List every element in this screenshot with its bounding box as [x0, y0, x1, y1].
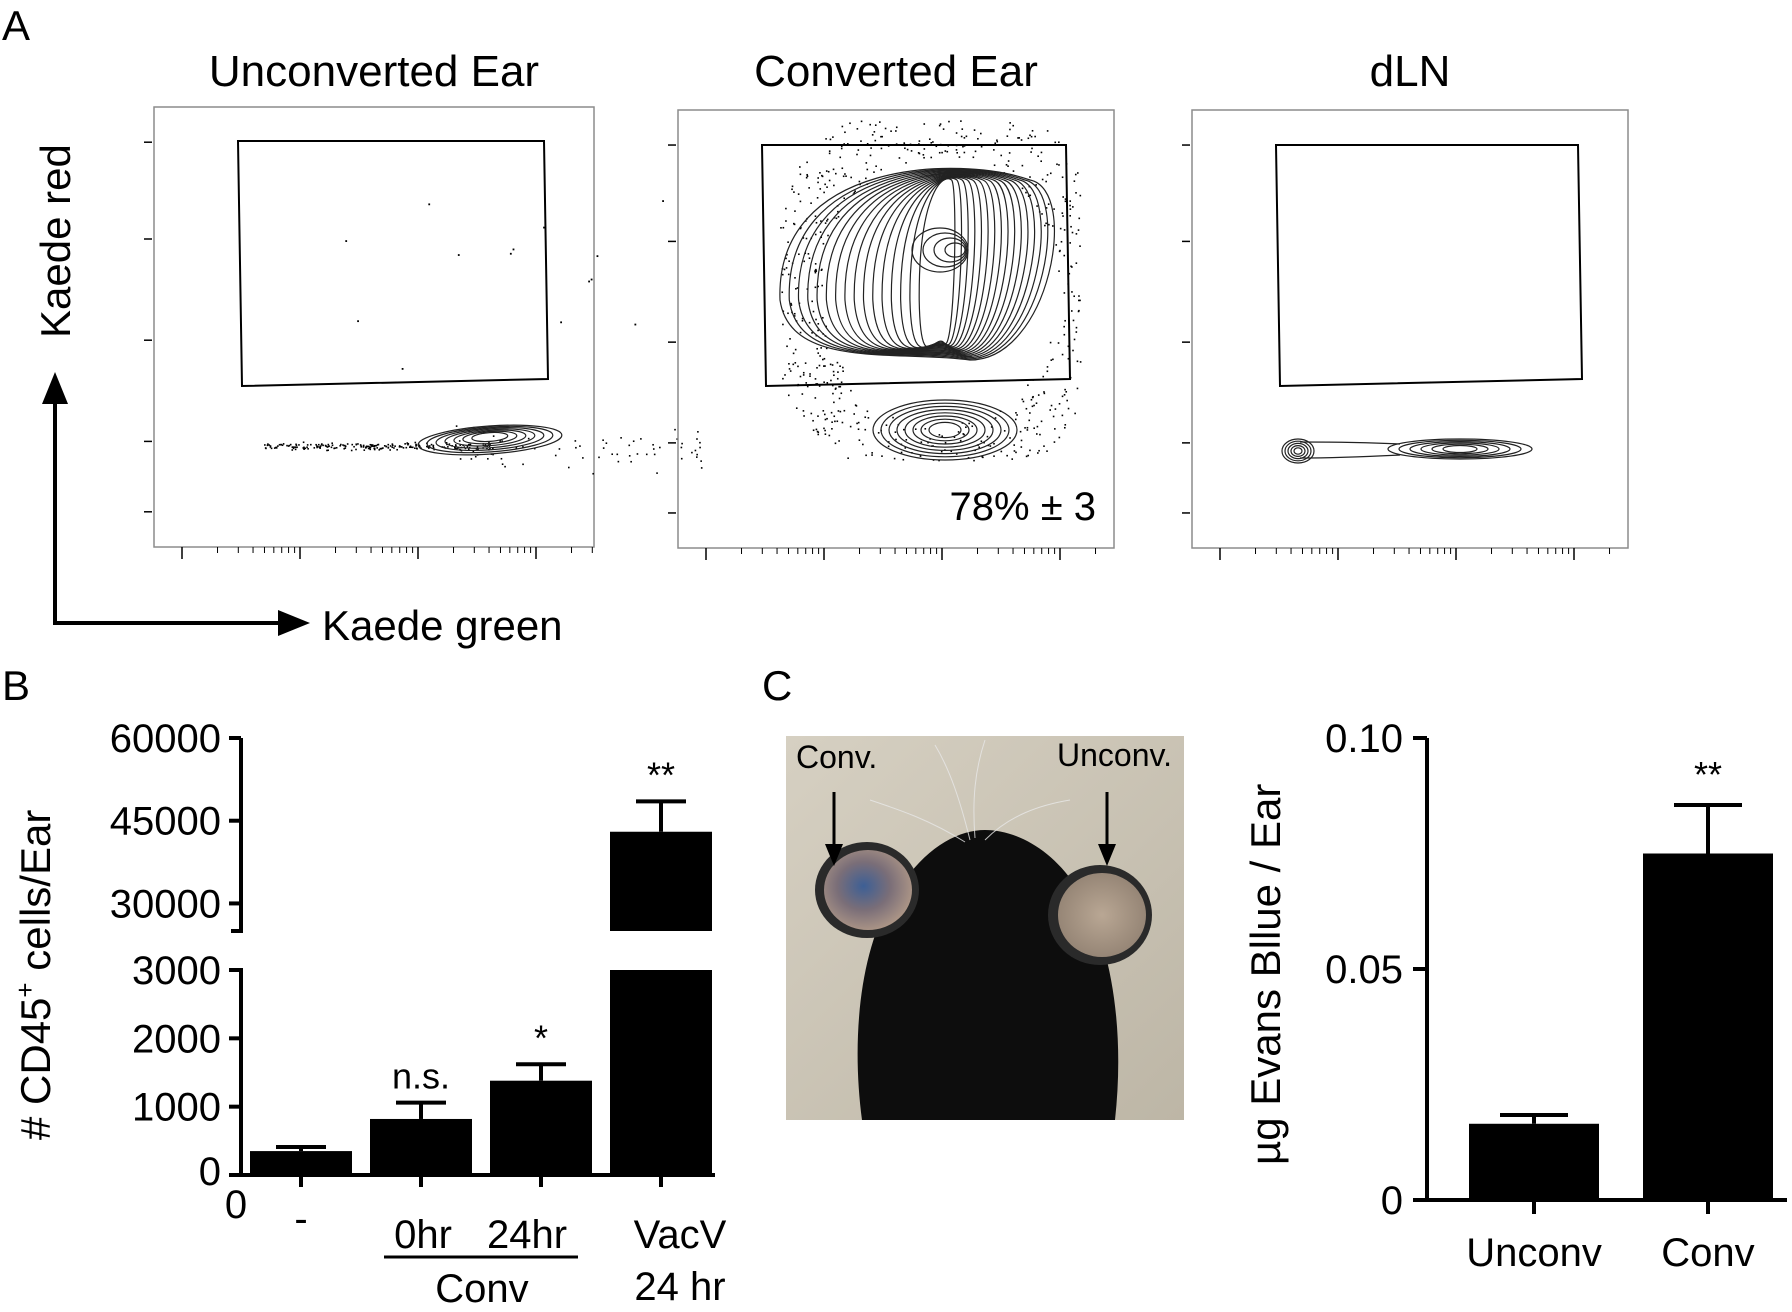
bar-2: n.s.: [370, 1056, 472, 1187]
flow-plot-2: Converted Ear 78% ± 3: [668, 47, 1115, 560]
x-ticks: [1219, 548, 1611, 560]
significance-label: **: [1694, 754, 1722, 795]
bar-1: Unconv: [1466, 1112, 1602, 1275]
bar-rect-lower: [610, 970, 712, 1175]
x-ticks: [181, 547, 593, 559]
flow-plot-frame: [153, 106, 595, 548]
bar-rect: [250, 1151, 352, 1175]
kaede-red-label: Kaede red: [32, 144, 79, 338]
category-label: 24 hr: [634, 1265, 725, 1309]
flow-plot-title: Converted Ear: [754, 47, 1038, 96]
y-tick-label: 60000: [110, 717, 221, 761]
chart-c-ylabel: µg Evans Bllue / Ear: [1242, 784, 1289, 1165]
group-label: Conv: [435, 1267, 528, 1311]
bar-1: [250, 1144, 352, 1187]
flow-plot-3: dLN: [1182, 47, 1629, 560]
bar-rect-upper: [610, 831, 712, 931]
converted-ear: [815, 842, 919, 938]
bar-3: *: [490, 1017, 592, 1187]
category-label: Conv: [1661, 1231, 1754, 1275]
chart-c: 0 0.05 0.10 Unconv ** Conv: [1325, 717, 1787, 1275]
y-tick-label: 3000: [132, 949, 221, 993]
significance-label: **: [647, 754, 675, 795]
y-tick-label: 0: [1381, 1179, 1403, 1223]
gate-box: [236, 140, 550, 388]
category-label: VacV: [634, 1213, 727, 1257]
y-tick-label: 30000: [110, 882, 221, 926]
gate-box: [1274, 144, 1584, 388]
significance-label: *: [534, 1017, 548, 1058]
photo-label-unconv: Unconv.: [1057, 737, 1172, 773]
chart-b-ylabel: # CD45+ cells/Ear: [10, 810, 59, 1140]
gate-box: [760, 144, 1072, 388]
origin-label: 0: [225, 1183, 247, 1227]
gate-percentage: 78% ± 3: [950, 485, 1096, 529]
category-label: -: [294, 1197, 307, 1241]
y-tick-label: 0: [199, 1150, 221, 1194]
bar-rect: [370, 1118, 472, 1175]
x-ticks: [705, 548, 1097, 560]
axis-arrows: [42, 372, 310, 636]
panel-c-letter: C: [762, 662, 792, 709]
y-ticks: [144, 141, 152, 513]
kaede-green-label: Kaede green: [322, 602, 563, 649]
y-tick-label: 0.10: [1325, 717, 1403, 761]
bar-rect: [490, 1080, 592, 1175]
flow-plot-frame: [677, 109, 1115, 549]
flow-plot-title: dLN: [1370, 47, 1451, 96]
significance-label: n.s.: [392, 1056, 450, 1097]
y-tick-label: 45000: [110, 800, 221, 844]
y-tick-label: 2000: [132, 1017, 221, 1061]
y-ticks: [668, 144, 676, 514]
flow-plot-frame: [1191, 109, 1629, 549]
event-dots: [780, 120, 1082, 462]
flow-plot-title: Unconverted Ear: [209, 47, 539, 96]
density-contours: [779, 167, 1056, 461]
bar-rect: [1469, 1123, 1599, 1200]
bar-rect: [1643, 853, 1773, 1200]
flow-plot-1: Unconverted Ear: [144, 47, 703, 559]
category-label: 0hr: [394, 1213, 452, 1257]
y-ticks: [1182, 144, 1190, 514]
panel-a-letter: A: [2, 2, 30, 49]
bar-2: ** Conv: [1643, 754, 1773, 1275]
flow-plots: Unconverted Ear Converted Ear 78% ± 3 dLN: [144, 47, 1629, 560]
category-label: 24hr: [487, 1213, 567, 1257]
panel-b-letter: B: [2, 662, 30, 709]
y-tick-label: 1000: [132, 1086, 221, 1130]
bar-4: **: [610, 754, 712, 1187]
photo-label-conv: Conv.: [796, 739, 877, 775]
mouse-photo: Conv. Unconv.: [786, 736, 1184, 1120]
y-tick-label: 0.05: [1325, 948, 1403, 992]
category-label: Unconv: [1466, 1231, 1602, 1275]
density-contours: [1281, 438, 1533, 464]
unconverted-ear: [1048, 865, 1152, 965]
density-contours: [417, 424, 563, 456]
